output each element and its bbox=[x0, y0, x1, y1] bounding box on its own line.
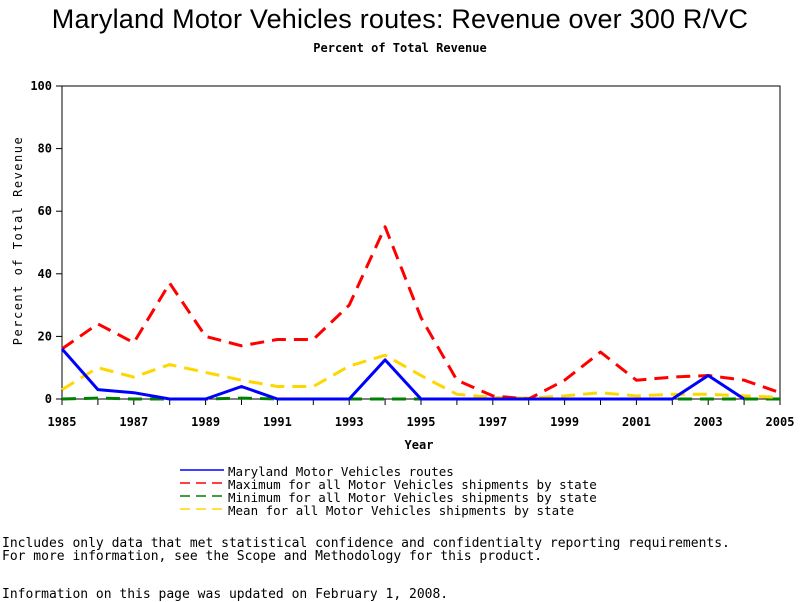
legend-swatch bbox=[180, 482, 224, 484]
series-line-2 bbox=[61, 225, 781, 401]
series-line-4 bbox=[61, 353, 781, 400]
x-tick-label: 1985 bbox=[48, 415, 77, 429]
note-confidence: Includes only data that met statistical … bbox=[2, 536, 730, 551]
series-line-1 bbox=[60, 347, 745, 401]
legend-label: Minimum for all Motor Vehicles shipments… bbox=[228, 490, 597, 505]
x-tick-label: 1995 bbox=[407, 415, 436, 429]
x-tick-label: 2005 bbox=[766, 415, 795, 429]
chart-title: Maryland Motor Vehicles routes: Revenue … bbox=[51, 4, 749, 34]
legend-label: Mean for all Motor Vehicles shipments by… bbox=[228, 503, 575, 518]
legend-swatch bbox=[180, 508, 224, 510]
x-tick-label: 1993 bbox=[335, 415, 364, 429]
legend-label: Maryland Motor Vehicles routes bbox=[228, 464, 454, 479]
plot-frame bbox=[61, 85, 781, 400]
y-tick-label: 40 bbox=[38, 267, 52, 281]
x-tick-label: 2001 bbox=[622, 415, 651, 429]
x-axis-label: Year bbox=[405, 438, 434, 452]
x-tick-label: 1987 bbox=[119, 415, 148, 429]
note-methodology: For more information, see the Scope and … bbox=[2, 549, 543, 564]
note-updated: Information on this page was updated on … bbox=[2, 587, 449, 602]
y-axis-label: Percent of Total Revenue bbox=[11, 136, 25, 345]
y-tick-label: 0 bbox=[45, 392, 52, 406]
x-tick-label: 1999 bbox=[550, 415, 579, 429]
y-tick-label: 100 bbox=[30, 79, 52, 93]
x-tick-label: 2003 bbox=[694, 415, 723, 429]
x-tick-label: 1997 bbox=[478, 415, 507, 429]
x-tick-label: 1991 bbox=[263, 415, 292, 429]
y-tick-label: 60 bbox=[38, 204, 52, 218]
legend-swatch bbox=[180, 495, 224, 497]
chart-subtitle: Percent of Total Revenue bbox=[313, 41, 487, 55]
x-tick-label: 1989 bbox=[191, 415, 220, 429]
legend-swatch bbox=[180, 469, 224, 471]
legend-label: Maximum for all Motor Vehicles shipments… bbox=[228, 477, 597, 492]
y-tick-label: 80 bbox=[38, 142, 52, 156]
y-tick-label: 20 bbox=[38, 329, 52, 343]
